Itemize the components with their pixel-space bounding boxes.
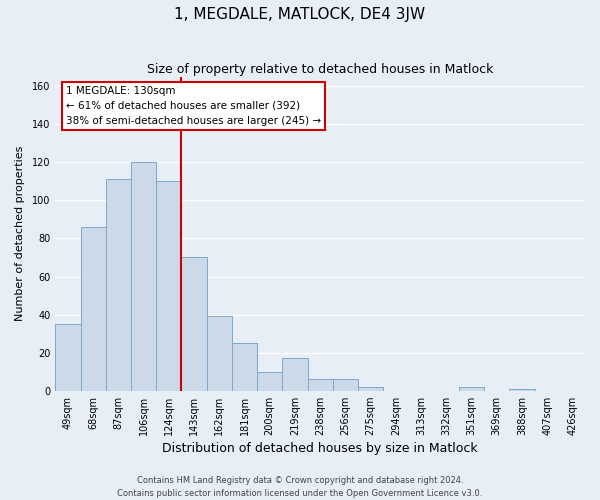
Y-axis label: Number of detached properties: Number of detached properties bbox=[15, 146, 25, 322]
Title: Size of property relative to detached houses in Matlock: Size of property relative to detached ho… bbox=[147, 62, 493, 76]
Bar bbox=[283, 358, 308, 390]
Bar bbox=[55, 324, 80, 390]
Bar bbox=[308, 380, 333, 390]
Bar bbox=[181, 258, 206, 390]
Bar bbox=[358, 387, 383, 390]
Bar bbox=[459, 387, 484, 390]
Bar bbox=[257, 372, 283, 390]
Bar bbox=[232, 343, 257, 390]
Bar bbox=[509, 389, 535, 390]
Bar bbox=[333, 380, 358, 390]
Bar bbox=[206, 316, 232, 390]
Text: 1 MEGDALE: 130sqm
← 61% of detached houses are smaller (392)
38% of semi-detache: 1 MEGDALE: 130sqm ← 61% of detached hous… bbox=[66, 86, 321, 126]
Bar bbox=[156, 182, 181, 390]
Bar bbox=[106, 180, 131, 390]
X-axis label: Distribution of detached houses by size in Matlock: Distribution of detached houses by size … bbox=[163, 442, 478, 455]
Bar bbox=[80, 227, 106, 390]
Text: Contains HM Land Registry data © Crown copyright and database right 2024.
Contai: Contains HM Land Registry data © Crown c… bbox=[118, 476, 482, 498]
Bar bbox=[131, 162, 156, 390]
Text: 1, MEGDALE, MATLOCK, DE4 3JW: 1, MEGDALE, MATLOCK, DE4 3JW bbox=[175, 8, 425, 22]
